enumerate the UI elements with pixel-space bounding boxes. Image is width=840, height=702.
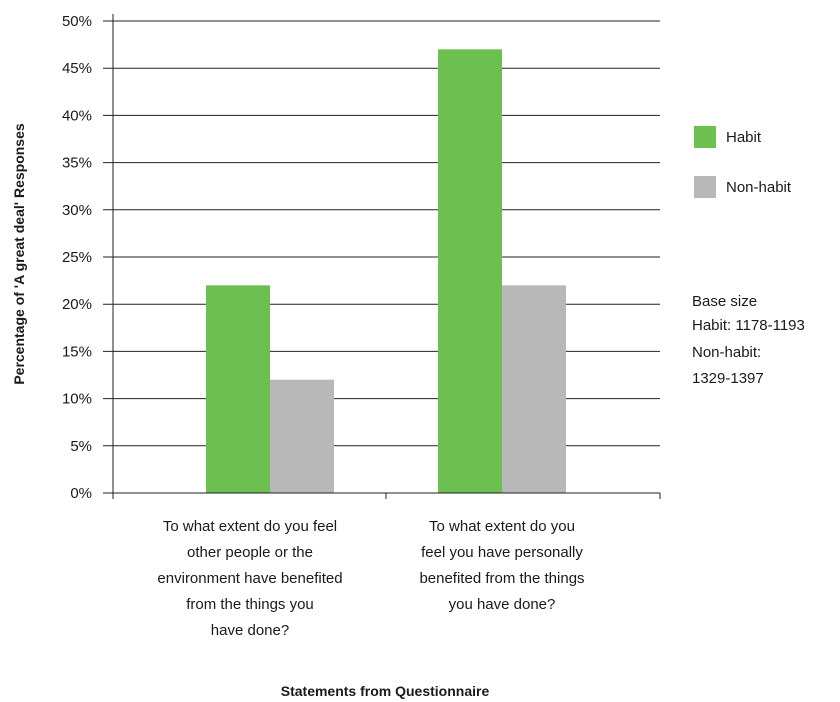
category-label-line: To what extent do you <box>429 518 575 535</box>
note-line: Habit: 1178-1193 <box>692 317 805 334</box>
legend-label: Habit <box>726 129 762 146</box>
y-tick-label: 5% <box>70 438 92 455</box>
category-label-line: you have done? <box>449 596 556 613</box>
category-label-line: environment have benefited <box>157 570 342 587</box>
category-label-line: feel you have personally <box>421 544 583 561</box>
y-tick-label: 10% <box>62 391 92 408</box>
axes <box>112 14 661 499</box>
legend-swatch <box>694 176 716 198</box>
category-labels: To what extent do you feel other people o… <box>157 518 584 639</box>
category-label-line: have done? <box>211 622 289 639</box>
bar-non-habit-2 <box>502 285 566 493</box>
legend-label: Non-habit <box>726 179 792 196</box>
y-tick-label: 20% <box>62 296 92 313</box>
legend: Habit Non-habit <box>694 126 792 198</box>
y-tick-label: 25% <box>62 249 92 266</box>
category-label-line: To what extent do you feel <box>163 518 337 535</box>
category-label-line: from the things you <box>186 596 314 613</box>
y-axis-title: Percentage of 'A great deal' Responses <box>11 123 27 385</box>
category-label: To what extent do you feel you have perso… <box>419 518 584 613</box>
y-tick-label: 50% <box>62 13 92 30</box>
bar-habit-1 <box>206 285 270 493</box>
note-line: 1329-1397 <box>692 370 764 387</box>
base-size-note: Base size Habit: 1178-1193 Non-habit: 1329-… <box>692 293 805 387</box>
grid-lines <box>103 20 660 494</box>
y-tick-label: 40% <box>62 107 92 124</box>
bar-non-habit-1 <box>270 379 334 493</box>
y-tick-label: 0% <box>70 485 92 502</box>
bars <box>206 49 566 493</box>
category-label: To what extent do you feel other people o… <box>157 518 342 639</box>
x-axis-title: Statements from Questionnaire <box>281 683 490 699</box>
category-label-line: other people or the <box>187 544 313 561</box>
note-line: Base size <box>692 293 757 310</box>
y-tick-label: 45% <box>62 60 92 77</box>
bar-habit-2 <box>438 49 502 493</box>
y-tick-labels: 0% 5% 10% 15% 20% 25% 30% 35% 40% 45% 50% <box>62 13 92 502</box>
y-tick-label: 30% <box>62 202 92 219</box>
legend-swatch <box>694 126 716 148</box>
y-tick-label: 15% <box>62 343 92 360</box>
category-label-line: benefited from the things <box>419 570 584 587</box>
note-line: Non-habit: <box>692 344 761 361</box>
y-tick-label: 35% <box>62 155 92 172</box>
